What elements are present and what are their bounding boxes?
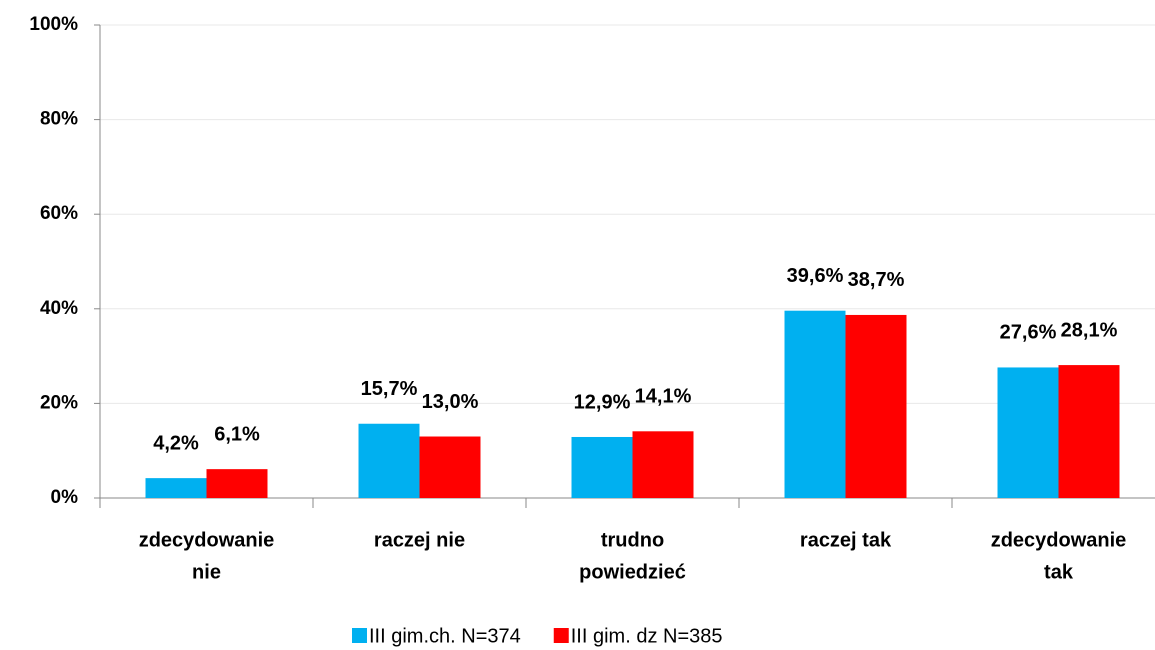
x-tick-label: raczej nie bbox=[374, 529, 465, 551]
legend-label: III gim. dz N=385 bbox=[571, 625, 723, 647]
bar bbox=[632, 431, 694, 498]
bar bbox=[1058, 365, 1120, 498]
bar bbox=[206, 469, 268, 498]
data-label: 13,0% bbox=[422, 391, 479, 413]
data-label: 12,9% bbox=[574, 391, 631, 413]
y-tick-label: 100% bbox=[29, 14, 78, 35]
bar bbox=[145, 478, 207, 498]
bar bbox=[358, 423, 420, 498]
x-tick-label: tak bbox=[1044, 561, 1074, 583]
bar bbox=[419, 436, 481, 498]
data-label: 27,6% bbox=[1000, 322, 1057, 344]
y-tick-label: 40% bbox=[40, 298, 78, 319]
bar bbox=[997, 367, 1059, 498]
data-label: 6,1% bbox=[214, 423, 260, 445]
data-label: 38,7% bbox=[848, 269, 905, 291]
legend-swatch bbox=[352, 628, 367, 643]
x-tick-label: zdecydowanie bbox=[991, 529, 1127, 551]
data-label: 39,6% bbox=[787, 265, 844, 287]
data-label: 4,2% bbox=[153, 432, 199, 454]
bar bbox=[845, 314, 907, 498]
legend-swatch bbox=[553, 628, 569, 643]
x-tick-label: raczej tak bbox=[800, 529, 892, 551]
data-label: 28,1% bbox=[1061, 319, 1118, 341]
x-tick-label: powiedzieć bbox=[579, 561, 686, 583]
data-label: 15,7% bbox=[361, 378, 418, 400]
y-tick-label: 20% bbox=[40, 392, 78, 413]
y-tick-label: 60% bbox=[40, 203, 78, 224]
data-label: 14,1% bbox=[635, 386, 692, 408]
bar bbox=[571, 436, 633, 498]
bar bbox=[784, 310, 846, 498]
x-tick-label: nie bbox=[192, 561, 221, 583]
x-tick-label: trudno bbox=[601, 529, 664, 551]
y-tick-label: 0% bbox=[51, 487, 79, 508]
legend-label: III gim.ch. N=374 bbox=[369, 625, 521, 647]
x-tick-label: zdecydowanie bbox=[139, 529, 275, 551]
y-tick-label: 80% bbox=[40, 109, 78, 130]
